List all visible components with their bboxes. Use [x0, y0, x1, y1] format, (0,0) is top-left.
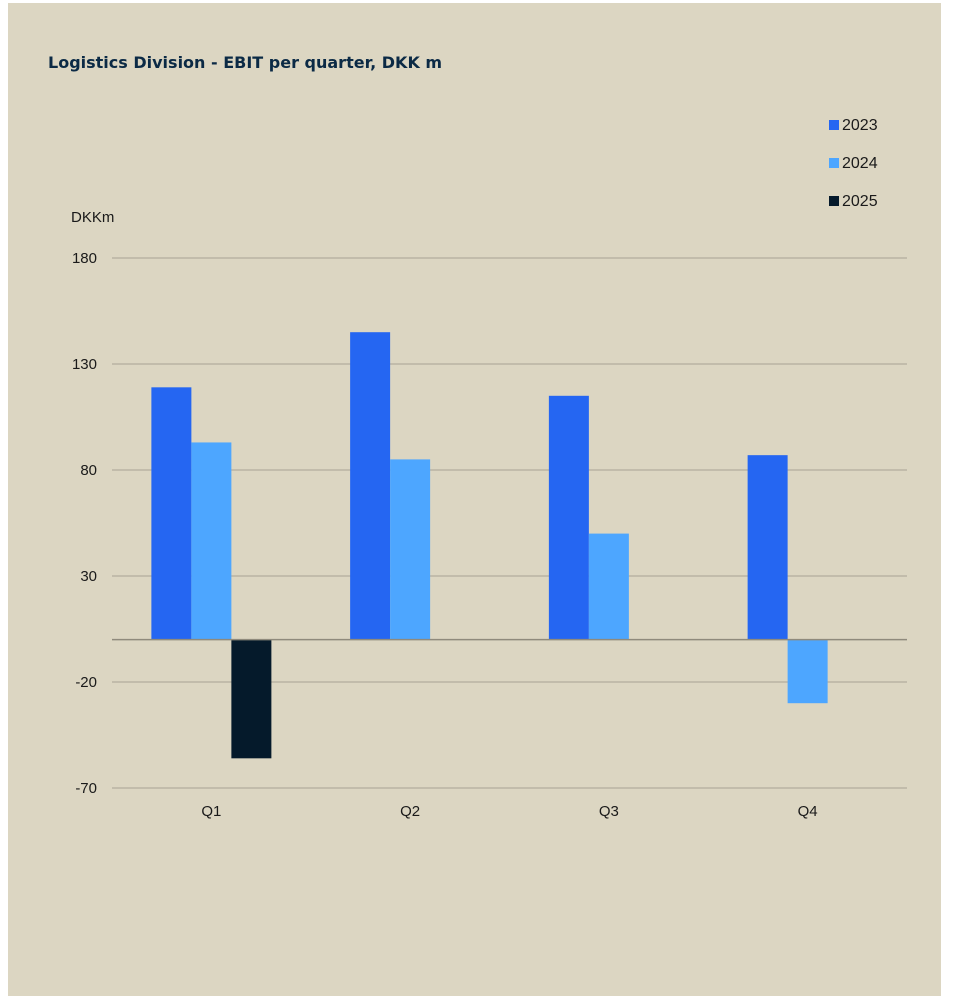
y-tick-label: 130 [72, 356, 97, 373]
y-axis-unit-label: DKKm [71, 209, 114, 226]
y-tick-label: 180 [72, 250, 97, 267]
legend-swatch-2024 [829, 158, 839, 168]
x-tick-label: Q1 [201, 803, 221, 820]
y-tick-label: 80 [80, 462, 97, 479]
y-axis-ticks: 180 130 80 30 -20 -70 [72, 250, 97, 797]
bar-q1-2024 [191, 442, 232, 640]
x-tick-label: Q4 [798, 803, 818, 820]
y-tick-label: -20 [75, 674, 97, 691]
bar-q1-2023 [151, 387, 192, 640]
legend-swatch-2023 [829, 120, 839, 130]
gridlines [112, 257, 907, 789]
legend-label-2024: 2024 [842, 155, 878, 172]
y-tick-label: 30 [80, 568, 97, 585]
y-tick-label: -70 [75, 780, 97, 797]
legend-label-2023: 2023 [842, 117, 878, 134]
x-axis-ticks: Q1 Q2 Q3 Q4 [201, 803, 817, 820]
bar-q2-2024 [390, 459, 431, 640]
legend-swatch-2025 [829, 196, 839, 206]
bar-q4-2023 [747, 455, 788, 640]
bar-q2-2023 [350, 332, 391, 640]
bar-q4-2024 [787, 639, 828, 704]
bar-q3-2024 [588, 533, 629, 640]
legend: 2023 2024 2025 [829, 117, 878, 210]
x-tick-label: Q2 [400, 803, 420, 820]
bar-q3-2023 [548, 395, 589, 640]
x-tick-label: Q3 [599, 803, 619, 820]
legend-label-2025: 2025 [842, 193, 878, 210]
chart-title: Logistics Division - EBIT per quarter, D… [48, 53, 442, 72]
bar-q1-2025 [231, 639, 272, 759]
bars [151, 332, 828, 759]
